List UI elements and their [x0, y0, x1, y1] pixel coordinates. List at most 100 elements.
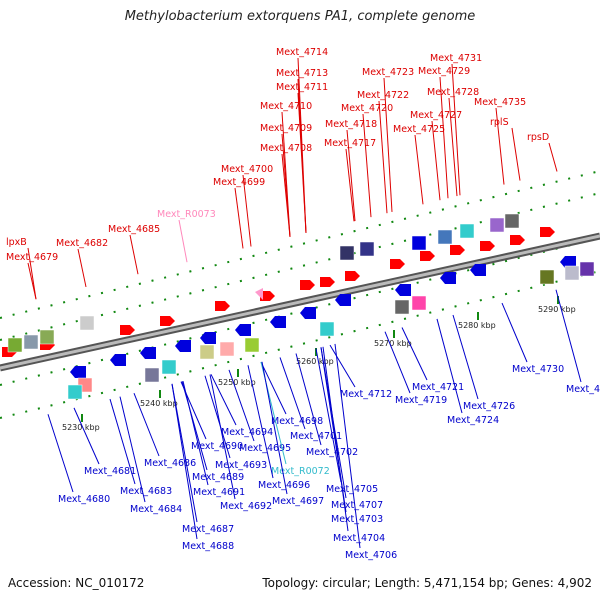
reverse-gene-arrow: [560, 256, 576, 268]
gene-label: Mext_R0073: [157, 209, 216, 220]
reverse-gene-arrow: [110, 354, 126, 366]
leader-line: [209, 374, 236, 500]
gene-label: Mext_4680: [58, 494, 110, 505]
forward-gene-arrow: [450, 245, 465, 255]
gene-label: Mext_4686: [144, 458, 196, 469]
gene-label: Mext_4706: [345, 550, 397, 561]
leader-line: [346, 129, 356, 222]
forward-gene-arrow: [480, 241, 495, 251]
leader-line: [133, 392, 160, 457]
forward-gene-arrow: [540, 227, 555, 237]
gene-label: Mext_4727: [410, 110, 462, 121]
feature-box: [359, 241, 375, 257]
gene-label: Mext_4694: [221, 427, 273, 438]
feature-box: [411, 235, 427, 251]
leader-line: [247, 365, 274, 479]
gene-label: Mext_4698: [271, 416, 323, 427]
forward-gene-arrow: [320, 277, 335, 287]
gene-label: Mext_4683: [120, 486, 172, 497]
reverse-gene-arrow: [270, 316, 286, 328]
gene-label: Mext_4693: [215, 460, 267, 471]
gene-label: Mext_4687: [182, 524, 234, 535]
gene-label: Mext_4703: [331, 514, 383, 525]
leader-line: [501, 302, 528, 363]
gene-label: Mext_4709: [260, 123, 312, 134]
gene-label: Mext_4731: [430, 53, 482, 64]
reverse-gene-arrow: [395, 284, 411, 296]
leader-line: [242, 174, 252, 247]
gene-label: Mext_4720: [341, 103, 393, 114]
gene-label: Mext_4707: [331, 500, 383, 511]
forward-gene-arrow: [510, 235, 525, 245]
feature-box: [339, 245, 355, 261]
feature-box: [579, 261, 595, 277]
leader-line: [384, 331, 411, 394]
feature-box: [39, 329, 55, 345]
feature-box: [219, 341, 235, 357]
gene-label: Mext_4722: [357, 90, 409, 101]
leader-line: [228, 369, 255, 442]
gene-label: Mext_4718: [325, 119, 377, 130]
feature-box: [79, 315, 95, 331]
feature-box: [199, 344, 215, 360]
gene-label: Mext_4729: [418, 66, 470, 77]
feature-box: [7, 337, 23, 353]
reverse-gene-arrow: [70, 366, 86, 378]
gene-label: Mext_4710: [260, 101, 312, 112]
leader-line: [182, 381, 209, 486]
leader-line: [315, 348, 342, 483]
gene-label: Mext_4723: [362, 67, 414, 78]
leader-line: [448, 97, 458, 197]
feature-box: [411, 295, 427, 311]
forward-gene-arrow: [390, 259, 405, 269]
leader-line: [109, 398, 136, 485]
leader-line: [77, 248, 87, 288]
leader-line: [431, 120, 441, 201]
forward-gene-arrow: [420, 251, 435, 261]
leader-line: [555, 289, 582, 383]
gene-label: Mext_4726: [463, 401, 515, 412]
leader-line: [383, 77, 393, 212]
gene-label: Mext_R0072: [271, 466, 330, 477]
reverse-gene-arrow: [335, 294, 351, 306]
leader-line: [73, 407, 100, 465]
gene-label: Mext_4713: [276, 68, 328, 79]
kbp-label: 5250 kbp: [218, 378, 256, 387]
leader-line: [345, 148, 355, 222]
gene-label: lpxB: [6, 237, 27, 248]
feature-box: [319, 321, 335, 337]
gene-label: Mext_4719: [395, 395, 447, 406]
leader-line: [495, 107, 505, 185]
gene-label: Mext_4697: [272, 496, 324, 507]
gene-label: Mext_4685: [108, 224, 160, 235]
gene-label: Mext_4724: [447, 415, 499, 426]
gene-label: rplS: [490, 117, 509, 128]
leader-line: [451, 63, 461, 196]
gene-label: Mext_4714: [276, 47, 328, 58]
gene-label: Mext_4736: [566, 384, 600, 395]
reverse-gene-arrow: [440, 272, 456, 284]
gene-label: Mext_4725: [393, 124, 445, 135]
gene-label: Mext_4679: [6, 252, 58, 263]
guide-dotted-line: [0, 270, 600, 419]
leader-line: [378, 100, 388, 214]
gene-label: Mext_4684: [130, 504, 182, 515]
leader-line: [27, 262, 37, 300]
gene-label: Mext_4711: [276, 82, 328, 93]
gene-label: Mext_4690: [191, 441, 243, 452]
feature-box: [504, 213, 520, 229]
leader-line: [260, 361, 287, 415]
forward-gene-arrow: [260, 291, 275, 301]
leader-line: [178, 219, 188, 263]
leader-line: [210, 374, 237, 426]
leader-line: [436, 318, 463, 414]
feature-box: [67, 384, 83, 400]
feature-box: [564, 265, 580, 281]
gene-label: Mext_4689: [192, 472, 244, 483]
gene-label: Mext_4681: [84, 466, 136, 477]
rna-feature-mark: [255, 288, 263, 300]
map-title: Methylobacterium extorquens PA1, complet…: [124, 9, 476, 24]
gene-label: Mext_4728: [427, 87, 479, 98]
